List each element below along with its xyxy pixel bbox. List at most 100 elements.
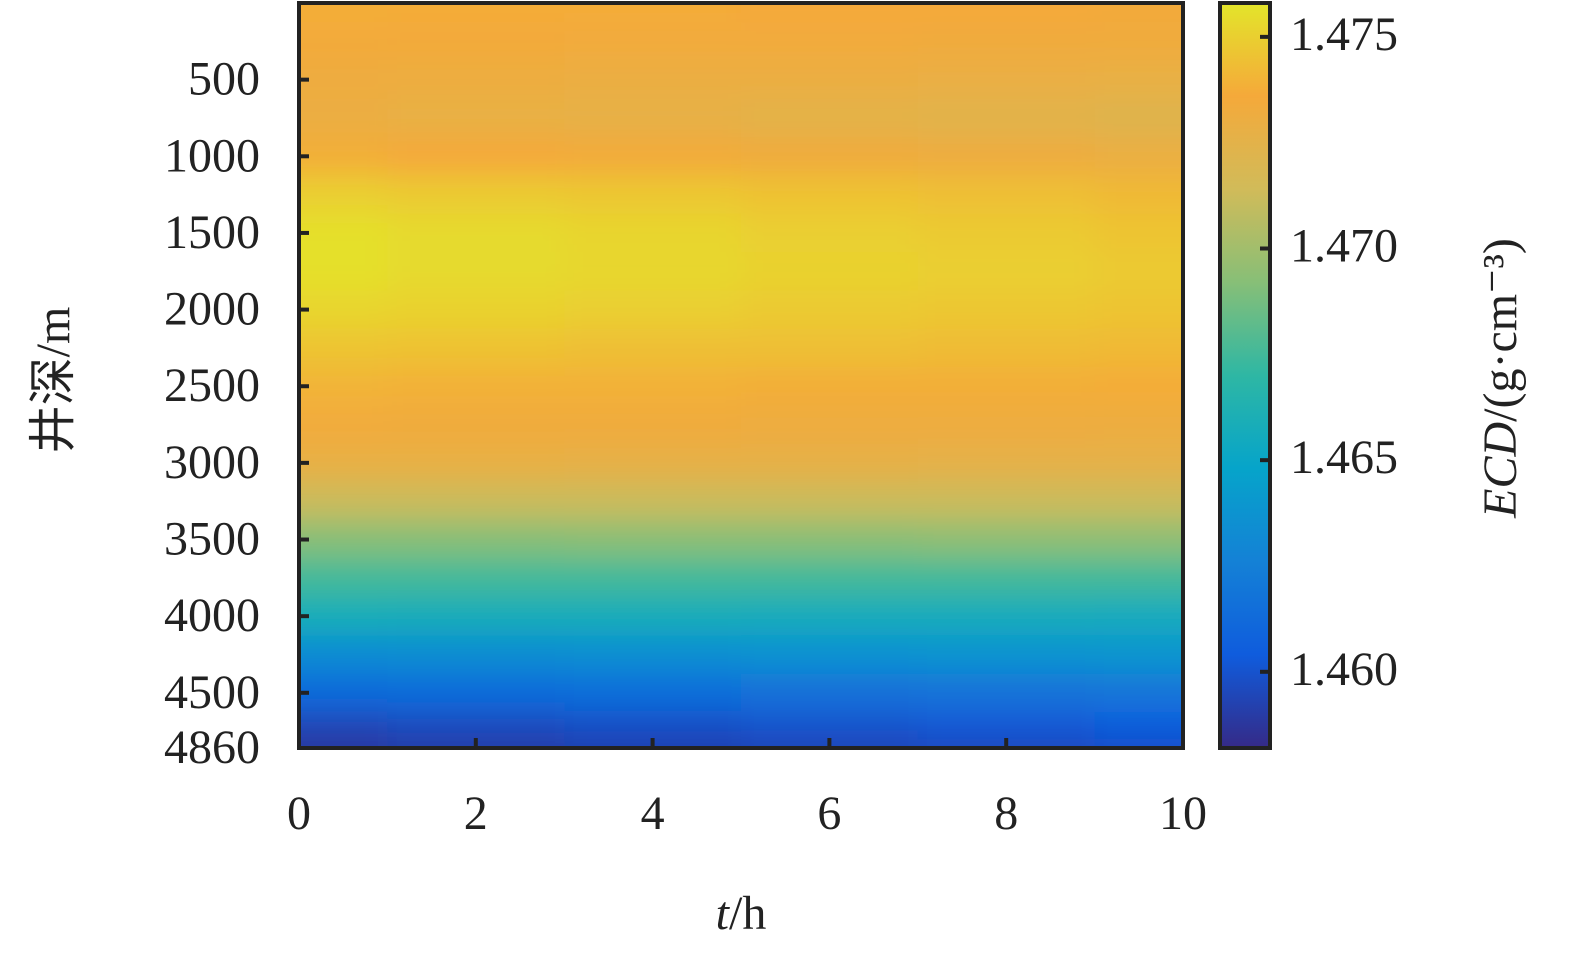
y-tick-label: 4000 [164,589,260,642]
heatmap-cell [299,711,388,741]
heatmap-cell [1094,558,1183,598]
heatmap-cell [917,175,1096,215]
heatmap-cell [387,443,565,483]
heatmap-cell [741,290,919,330]
heatmap-cell [741,520,919,560]
heatmap-cell [387,290,565,330]
heatmap-cell [299,22,388,61]
y-tick-label: 3500 [164,513,260,566]
heatmap-cell [741,137,919,176]
heatmap-cell [299,739,388,748]
heatmap-cell [387,673,565,713]
heatmap-cell [564,3,742,23]
heatmap-cell [564,482,742,521]
heatmap-cell [387,482,565,521]
y-tick-label: 4860 [164,721,260,774]
colorbar-label: ECD/(g·cm⁻³) [1474,238,1527,519]
heatmap-cell [299,597,388,636]
heatmap-cell [1094,137,1183,176]
heatmap-cell [299,405,388,445]
y-tick-label: 3000 [164,436,260,489]
heatmap-cell [1094,597,1183,636]
heatmap-cell [1094,635,1183,675]
heatmap-cell [299,367,388,406]
heatmap-cell [1094,673,1183,713]
colorbar-tick-label: 1.475 [1290,8,1398,61]
heatmap-cell [1094,328,1183,368]
plot-frame [297,1,1185,750]
heatmap-cell [564,673,742,713]
heatmap-cell [299,290,388,330]
heatmap-cell [917,98,1096,138]
heatmap-cell [1094,739,1183,748]
heatmap-cell [1094,252,1183,291]
colorbar-tick-label: 1.460 [1290,643,1398,696]
heatmap-cell [1094,443,1183,483]
heatmap-cell [564,443,742,483]
heatmap-cell [741,482,919,521]
heatmap-cell [1094,520,1183,560]
heatmap-cell [387,22,565,61]
heatmap-cell [564,520,742,560]
heatmap-cell [741,635,919,675]
heatmap-cell [917,482,1096,521]
heatmap-cell [917,137,1096,176]
heatmap-cell [387,405,565,445]
heatmap-cells [299,3,1183,748]
heatmap-cell [741,60,919,100]
heatmap-cell [1094,405,1183,445]
heatmap-cell [387,520,565,560]
heatmap-cell [741,558,919,598]
heatmap-cell [564,213,742,253]
heatmap-cell [387,597,565,636]
heatmap-cell [299,213,388,253]
y-tick-label: 2000 [164,283,260,336]
x-tick-label: 10 [1159,787,1207,840]
heatmap-cell [387,367,565,406]
heatmap-cell [1094,290,1183,330]
heatmap-cell [564,252,742,291]
heatmap-cell [564,367,742,406]
heatmap-cell [564,328,742,368]
heatmap-cell [917,328,1096,368]
heatmap-cell [299,328,388,368]
heatmap-cell [299,252,388,291]
heatmap-cell [917,213,1096,253]
heatmap-cell [299,635,388,675]
heatmap-cell [299,175,388,215]
y-tick-label: 4500 [164,666,260,719]
heatmap-cell [387,98,565,138]
heatmap-cell [741,597,919,636]
x-tick-label: 6 [817,787,841,840]
y-tick-label: 1500 [164,206,260,259]
heatmap-cell [387,60,565,100]
heatmap-cell [299,558,388,598]
heatmap-cell [917,520,1096,560]
heatmap-cell [299,137,388,176]
heatmap-cell [299,673,388,713]
colorbar-tick-label: 1.470 [1290,220,1398,273]
heatmap-cell [741,175,919,215]
heatmap-cell [1094,22,1183,61]
heatmap-cell [741,711,919,741]
heatmap-cell [917,367,1096,406]
heatmap-cell [741,22,919,61]
heatmap-cell [299,520,388,560]
heatmap-cell [387,137,565,176]
x-tick-label: 2 [464,787,488,840]
heatmap-cell [917,558,1096,598]
heatmap-cell [741,3,919,23]
heatmap-cell [299,98,388,138]
heatmap-cell [1094,213,1183,253]
heatmap-cell [299,443,388,483]
heatmap-cell [564,635,742,675]
heatmap-cell [917,3,1096,23]
heatmap-cell [564,290,742,330]
x-tick-label: 8 [994,787,1018,840]
heatmap-cell [741,443,919,483]
x-tick-label: 0 [287,787,311,840]
x-axis-label: t/h [716,887,767,940]
heatmap-cell [387,175,565,215]
heatmap-cell [917,290,1096,330]
